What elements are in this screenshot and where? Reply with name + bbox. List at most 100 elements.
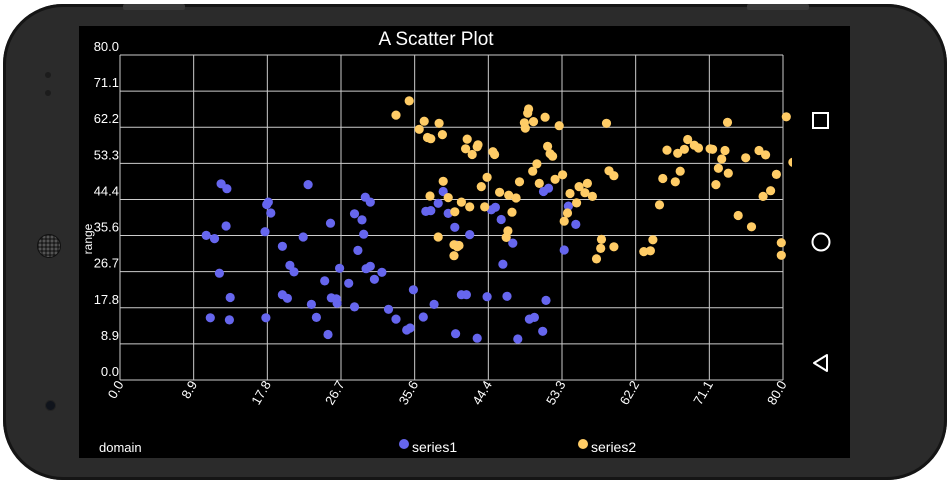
point-series2 — [559, 216, 569, 226]
chart-title: A Scatter Plot — [378, 29, 494, 50]
point-series2 — [722, 117, 733, 127]
front-camera — [45, 400, 56, 411]
point-series1 — [225, 292, 235, 303]
point-series1 — [289, 267, 299, 277]
point-series1 — [332, 298, 342, 308]
point-series2 — [503, 226, 513, 236]
scatter-chart: A Scatter Plot 0.0 8.9 17.8 26.7 35.6 44.4 53.… — [81, 29, 792, 455]
point-series2 — [693, 143, 704, 153]
point-series2 — [758, 191, 768, 201]
back-button[interactable] — [792, 343, 850, 383]
point-series2 — [558, 170, 568, 180]
point-series1 — [472, 333, 482, 343]
point-series2 — [543, 141, 553, 151]
point-series2 — [609, 242, 619, 252]
point-series2 — [587, 191, 597, 201]
home-button[interactable] — [792, 222, 850, 262]
point-series1 — [541, 295, 551, 305]
point-series1 — [538, 326, 548, 336]
y-tick-labels: 0.0 8.9 17.8 26.7 35.6 44.4 53.3 62.2 71.1 80.0 — [94, 39, 119, 379]
point-series2 — [461, 144, 471, 154]
point-series1 — [320, 276, 330, 286]
point-series2 — [788, 157, 792, 167]
point-series1 — [205, 313, 215, 323]
point-series2 — [490, 149, 500, 160]
point-series1 — [465, 230, 475, 240]
point-series2 — [673, 148, 683, 158]
point-series2 — [609, 171, 619, 181]
point-series2 — [456, 197, 466, 207]
point-series1 — [325, 218, 336, 228]
point-series2 — [776, 250, 786, 260]
point-series2 — [711, 180, 721, 190]
point-series1 — [266, 208, 276, 218]
point-series1 — [323, 329, 333, 340]
point-series2 — [465, 202, 475, 212]
screen: A Scatter Plot 0.0 8.9 17.8 26.7 35.6 44.4 53.… — [79, 26, 792, 458]
y-tick-label: 0.0 — [101, 364, 119, 379]
point-series2 — [679, 144, 690, 154]
point-series1 — [365, 261, 375, 271]
y-axis-label: range — [81, 223, 95, 254]
point-series2 — [720, 145, 730, 156]
recents-button[interactable] — [792, 101, 850, 141]
point-series2 — [761, 150, 771, 160]
point-series2 — [426, 134, 436, 144]
point-series2 — [645, 246, 656, 256]
point-series2 — [781, 112, 791, 122]
point-series1 — [357, 215, 367, 225]
point-series1 — [563, 201, 573, 211]
point-series2 — [454, 240, 464, 251]
point-series2 — [654, 200, 665, 210]
point-series2 — [572, 198, 582, 208]
y-tick-label: 8.9 — [101, 328, 119, 343]
point-series1 — [221, 221, 231, 231]
point-series1 — [502, 291, 512, 301]
point-series1 — [461, 290, 471, 300]
power-button — [747, 4, 809, 10]
legend-marker-series2 — [578, 439, 588, 449]
point-series2 — [511, 193, 521, 203]
grid — [119, 54, 784, 381]
point-series2 — [532, 159, 542, 169]
point-series1 — [482, 292, 492, 302]
point-series2 — [562, 208, 573, 218]
point-series1 — [303, 180, 313, 190]
x-tick-label: 53.3 — [543, 378, 569, 407]
point-series2 — [438, 176, 448, 186]
point-series1 — [214, 268, 224, 278]
point-series1 — [201, 230, 211, 240]
point-series2 — [449, 251, 459, 261]
y-tick-label: 71.1 — [94, 75, 119, 90]
y-tick-label: 26.7 — [94, 256, 119, 271]
point-series2 — [746, 222, 757, 232]
point-series1 — [306, 299, 316, 309]
point-series2 — [473, 140, 483, 150]
point-series2 — [596, 243, 606, 253]
point-series1 — [405, 323, 415, 333]
point-series1 — [260, 227, 270, 237]
point-series1 — [369, 274, 379, 284]
point-series2 — [467, 149, 477, 160]
point-series1 — [222, 184, 232, 194]
point-series2 — [658, 173, 668, 184]
point-series2 — [514, 177, 525, 187]
point-series1 — [426, 206, 436, 216]
point-series1 — [353, 245, 363, 255]
point-series2 — [404, 96, 414, 106]
point-series2 — [648, 235, 658, 245]
navigation-bar — [792, 26, 850, 458]
point-series2 — [391, 110, 401, 120]
y-tick-label: 17.8 — [94, 292, 119, 307]
point-series2 — [771, 169, 782, 179]
point-series2 — [565, 188, 575, 199]
point-series2 — [574, 182, 584, 192]
point-series1 — [438, 186, 448, 197]
point-series1 — [433, 198, 443, 208]
point-series2 — [754, 145, 764, 156]
point-series1 — [349, 209, 360, 219]
point-series1 — [450, 222, 460, 232]
point-series1 — [571, 219, 581, 229]
legend-label-series1: series1 — [412, 439, 457, 455]
point-series1 — [508, 238, 518, 248]
